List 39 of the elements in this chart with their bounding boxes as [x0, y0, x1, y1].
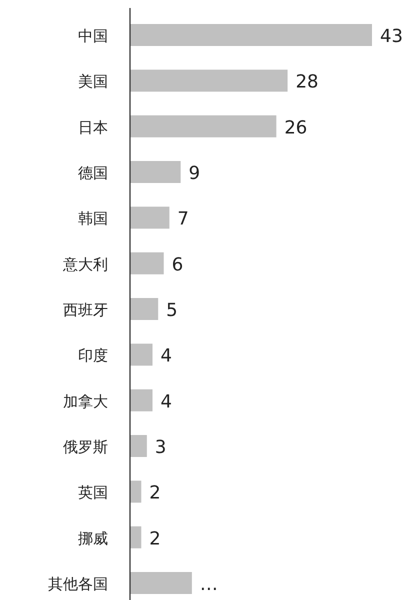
data-label: 28	[296, 72, 318, 93]
data-label: 26	[284, 117, 308, 138]
data-label: 2	[149, 482, 161, 504]
y-tick-label: 日本	[78, 118, 108, 136]
y-tick-label: 英国	[78, 484, 108, 502]
data-label: …	[200, 574, 218, 595]
bar	[130, 252, 164, 274]
y-tick-label: 加拿大	[63, 392, 108, 410]
y-tick-label: 美国	[78, 72, 108, 91]
bar	[130, 526, 142, 548]
bar	[130, 206, 170, 229]
bar	[130, 435, 147, 457]
bar	[130, 24, 372, 46]
data-label: 43	[380, 26, 403, 47]
y-tick-label: 其他各国	[48, 575, 108, 593]
bar	[130, 161, 181, 183]
data-label: 7	[177, 208, 189, 230]
bar	[130, 70, 288, 92]
bar	[130, 298, 158, 320]
y-tick-label: 德国	[78, 164, 108, 182]
bar	[130, 115, 276, 138]
data-label: 5	[166, 300, 178, 321]
data-label: 9	[188, 163, 200, 184]
bar	[130, 344, 153, 366]
data-label: 4	[160, 346, 172, 367]
y-tick-label: 韩国	[78, 210, 108, 228]
data-label: 3	[154, 437, 166, 458]
bar	[130, 572, 192, 594]
y-tick-label: 中国	[78, 27, 108, 45]
data-label: 4	[160, 391, 172, 412]
bar	[130, 389, 153, 412]
data-label: 2	[149, 528, 161, 550]
y-tick-label: 意大利	[62, 255, 108, 274]
y-tick-label: 俄罗斯	[63, 438, 108, 456]
y-tick-label: 挪威	[78, 529, 108, 548]
bar	[130, 480, 142, 503]
y-tick-label: 印度	[78, 346, 108, 365]
data-label: 6	[172, 254, 184, 276]
y-tick-label: 西班牙	[63, 301, 108, 319]
